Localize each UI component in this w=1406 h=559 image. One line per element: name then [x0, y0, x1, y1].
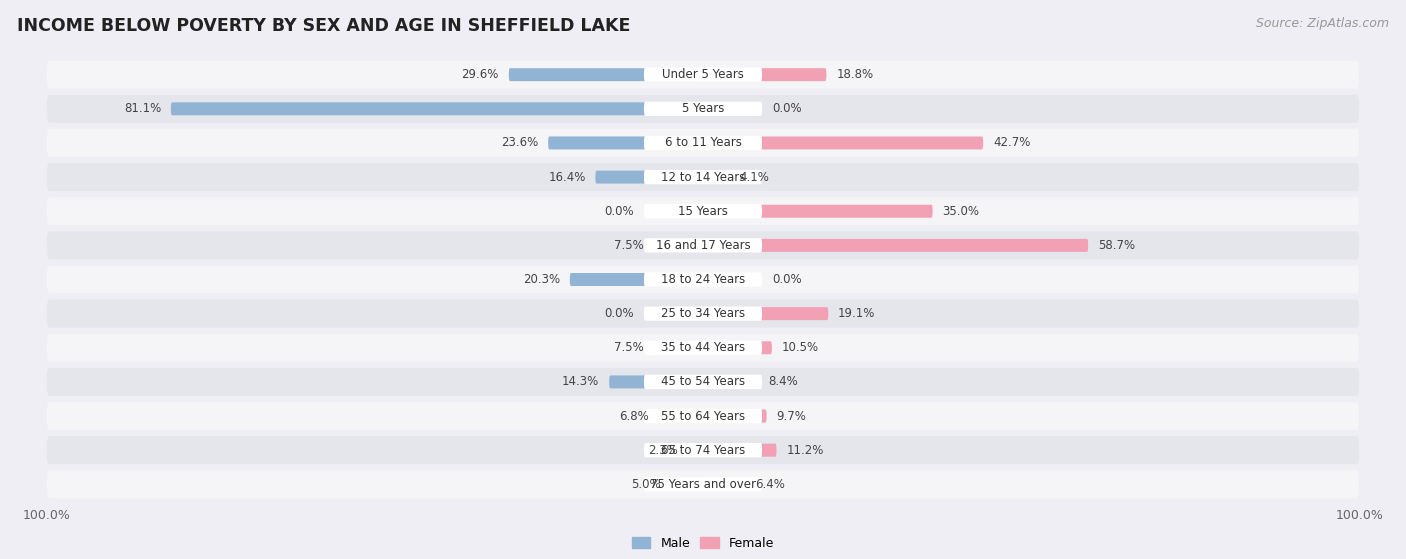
- Text: 18 to 24 Years: 18 to 24 Years: [661, 273, 745, 286]
- Text: 6.4%: 6.4%: [755, 478, 785, 491]
- Text: 20.3%: 20.3%: [523, 273, 560, 286]
- Text: 75 Years and over: 75 Years and over: [650, 478, 756, 491]
- FancyBboxPatch shape: [703, 205, 932, 217]
- FancyBboxPatch shape: [688, 444, 703, 457]
- Text: 45 to 54 Years: 45 to 54 Years: [661, 376, 745, 389]
- FancyBboxPatch shape: [644, 68, 762, 82]
- FancyBboxPatch shape: [46, 231, 1360, 259]
- FancyBboxPatch shape: [644, 204, 762, 219]
- Text: 9.7%: 9.7%: [776, 410, 807, 423]
- FancyBboxPatch shape: [46, 368, 1360, 396]
- Text: INCOME BELOW POVERTY BY SEX AND AGE IN SHEFFIELD LAKE: INCOME BELOW POVERTY BY SEX AND AGE IN S…: [17, 17, 630, 35]
- Text: 0.0%: 0.0%: [605, 307, 634, 320]
- FancyBboxPatch shape: [172, 102, 703, 115]
- FancyBboxPatch shape: [703, 478, 745, 491]
- Text: 0.0%: 0.0%: [605, 205, 634, 217]
- FancyBboxPatch shape: [654, 239, 703, 252]
- FancyBboxPatch shape: [703, 376, 758, 389]
- Text: 7.5%: 7.5%: [614, 342, 644, 354]
- Text: 16 and 17 Years: 16 and 17 Years: [655, 239, 751, 252]
- FancyBboxPatch shape: [703, 136, 983, 149]
- Text: 14.3%: 14.3%: [562, 376, 599, 389]
- FancyBboxPatch shape: [644, 443, 762, 457]
- FancyBboxPatch shape: [46, 266, 1360, 293]
- FancyBboxPatch shape: [644, 409, 762, 423]
- FancyBboxPatch shape: [644, 340, 762, 355]
- FancyBboxPatch shape: [595, 170, 703, 183]
- Text: 4.1%: 4.1%: [740, 170, 769, 183]
- FancyBboxPatch shape: [703, 342, 772, 354]
- Text: 58.7%: 58.7%: [1098, 239, 1135, 252]
- FancyBboxPatch shape: [46, 402, 1360, 430]
- Text: 12 to 14 Years: 12 to 14 Years: [661, 170, 745, 183]
- Text: 25 to 34 Years: 25 to 34 Years: [661, 307, 745, 320]
- Text: 55 to 64 Years: 55 to 64 Years: [661, 410, 745, 423]
- FancyBboxPatch shape: [46, 436, 1360, 464]
- FancyBboxPatch shape: [703, 307, 828, 320]
- FancyBboxPatch shape: [46, 197, 1360, 225]
- Text: Under 5 Years: Under 5 Years: [662, 68, 744, 81]
- FancyBboxPatch shape: [644, 375, 762, 389]
- Text: 7.5%: 7.5%: [614, 239, 644, 252]
- Text: 10.5%: 10.5%: [782, 342, 818, 354]
- FancyBboxPatch shape: [654, 342, 703, 354]
- Text: 35.0%: 35.0%: [942, 205, 980, 217]
- FancyBboxPatch shape: [46, 129, 1360, 157]
- FancyBboxPatch shape: [644, 170, 762, 184]
- FancyBboxPatch shape: [46, 470, 1360, 498]
- Text: 2.3%: 2.3%: [648, 444, 678, 457]
- FancyBboxPatch shape: [569, 273, 703, 286]
- FancyBboxPatch shape: [46, 300, 1360, 328]
- FancyBboxPatch shape: [644, 136, 762, 150]
- Text: 19.1%: 19.1%: [838, 307, 876, 320]
- Text: 16.4%: 16.4%: [548, 170, 585, 183]
- FancyBboxPatch shape: [703, 444, 776, 457]
- FancyBboxPatch shape: [644, 238, 762, 253]
- FancyBboxPatch shape: [46, 163, 1360, 191]
- Text: 5 Years: 5 Years: [682, 102, 724, 115]
- FancyBboxPatch shape: [46, 61, 1360, 89]
- FancyBboxPatch shape: [671, 478, 703, 491]
- Text: 23.6%: 23.6%: [501, 136, 538, 149]
- FancyBboxPatch shape: [644, 272, 762, 287]
- FancyBboxPatch shape: [658, 410, 703, 423]
- Legend: Male, Female: Male, Female: [627, 532, 779, 555]
- Text: 15 Years: 15 Years: [678, 205, 728, 217]
- FancyBboxPatch shape: [703, 410, 766, 423]
- Text: 81.1%: 81.1%: [124, 102, 162, 115]
- FancyBboxPatch shape: [548, 136, 703, 149]
- FancyBboxPatch shape: [703, 239, 1088, 252]
- Text: 18.8%: 18.8%: [837, 68, 873, 81]
- Text: 6.8%: 6.8%: [619, 410, 648, 423]
- Text: 35 to 44 Years: 35 to 44 Years: [661, 342, 745, 354]
- Text: 8.4%: 8.4%: [768, 376, 797, 389]
- Text: 0.0%: 0.0%: [772, 273, 801, 286]
- Text: Source: ZipAtlas.com: Source: ZipAtlas.com: [1256, 17, 1389, 30]
- FancyBboxPatch shape: [509, 68, 703, 81]
- Text: 5.0%: 5.0%: [631, 478, 661, 491]
- Text: 65 to 74 Years: 65 to 74 Years: [661, 444, 745, 457]
- Text: 0.0%: 0.0%: [772, 102, 801, 115]
- Text: 42.7%: 42.7%: [993, 136, 1031, 149]
- Text: 6 to 11 Years: 6 to 11 Years: [665, 136, 741, 149]
- FancyBboxPatch shape: [644, 477, 762, 491]
- FancyBboxPatch shape: [644, 306, 762, 321]
- Text: 29.6%: 29.6%: [461, 68, 499, 81]
- FancyBboxPatch shape: [703, 68, 827, 81]
- FancyBboxPatch shape: [609, 376, 703, 389]
- FancyBboxPatch shape: [46, 95, 1360, 123]
- Text: 11.2%: 11.2%: [786, 444, 824, 457]
- FancyBboxPatch shape: [703, 170, 730, 183]
- FancyBboxPatch shape: [46, 334, 1360, 362]
- FancyBboxPatch shape: [644, 102, 762, 116]
